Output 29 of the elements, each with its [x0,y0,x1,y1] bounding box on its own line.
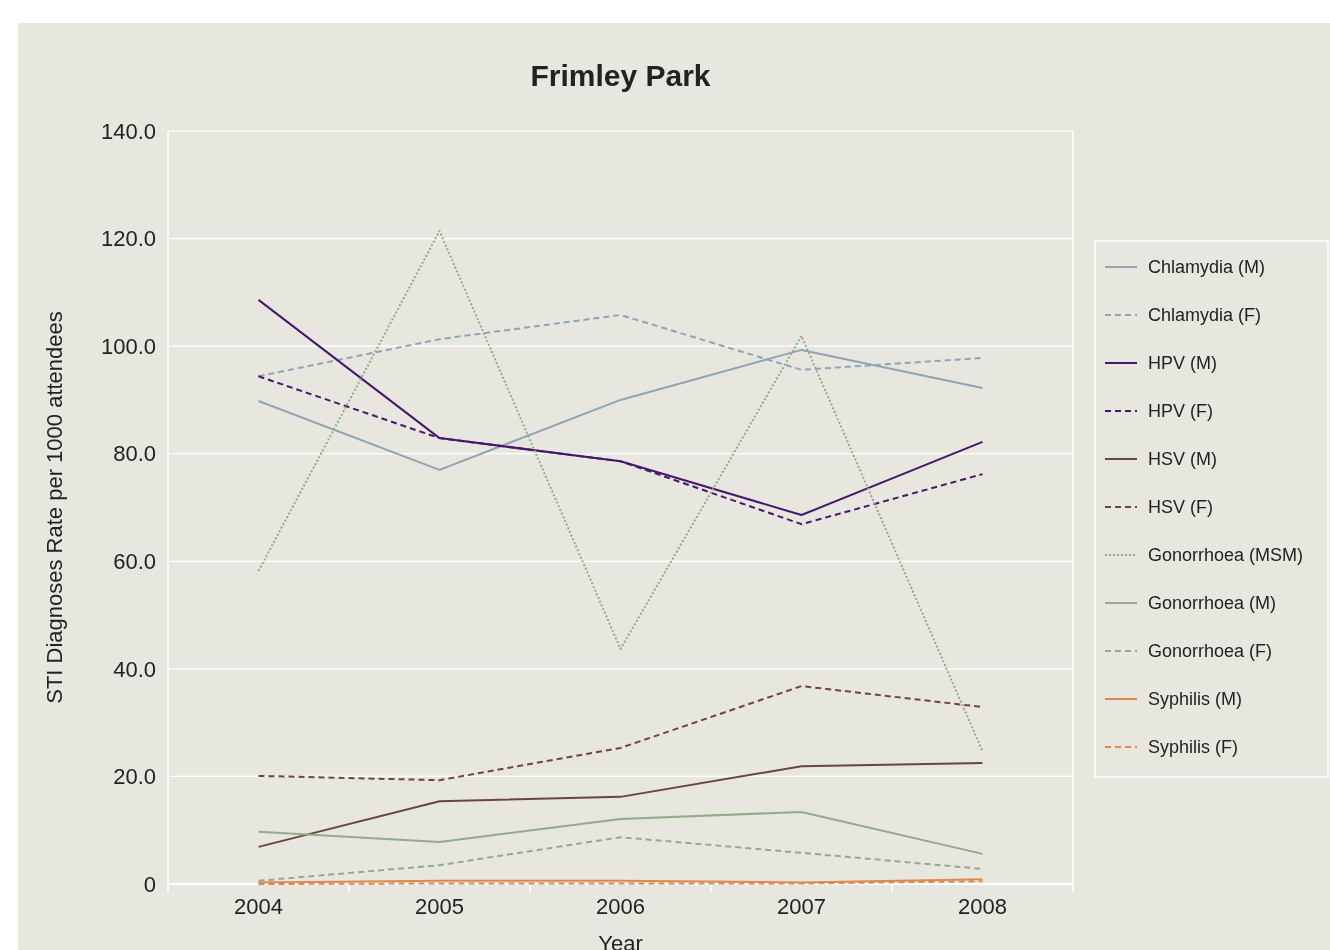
legend-label: HSV (M) [1148,449,1217,470]
x-tick-label: 2005 [415,894,464,919]
y-tick-label: 20.0 [113,764,156,790]
y-tick-label: 100.0 [100,333,156,359]
x-tick-label: 2007 [777,894,826,919]
line-series [257,230,984,753]
legend-label: Chlamydia (M) [1148,257,1266,278]
legend-label: Chlamydia (F) [1148,305,1262,326]
legend-label: HPV (M) [1148,353,1217,374]
x-tick-label: 2004 [234,894,283,919]
line-series [257,761,984,848]
y-tick-label: 0 [143,871,156,897]
y-tick-label: 120.0 [100,226,156,252]
legend-label: Gonorrhoea (M) [1148,593,1277,614]
legend-label: Gonorrhoea (MSM) [1148,545,1304,566]
y-tick-label: 80.0 [113,441,156,467]
legend-label: Gonorrhoea (F) [1148,641,1273,662]
legend-label: Syphilis (F) [1148,737,1239,758]
y-axis-title: STI Diagnoses Rate per 1000 attendees [42,311,67,704]
legend-label: HPV (F) [1148,401,1213,422]
chart-title: Frimley Park [530,59,711,92]
x-tick-label: 2008 [958,894,1007,919]
line-series [257,810,984,855]
x-tick-label: 2006 [596,894,645,919]
legend-label: Syphilis (M) [1148,689,1243,710]
legend-label: HSV (F) [1148,497,1213,518]
y-tick-label: 60.0 [113,548,156,574]
y-tick-label: 140.0 [100,118,156,144]
y-tick-label: 40.0 [113,656,156,682]
